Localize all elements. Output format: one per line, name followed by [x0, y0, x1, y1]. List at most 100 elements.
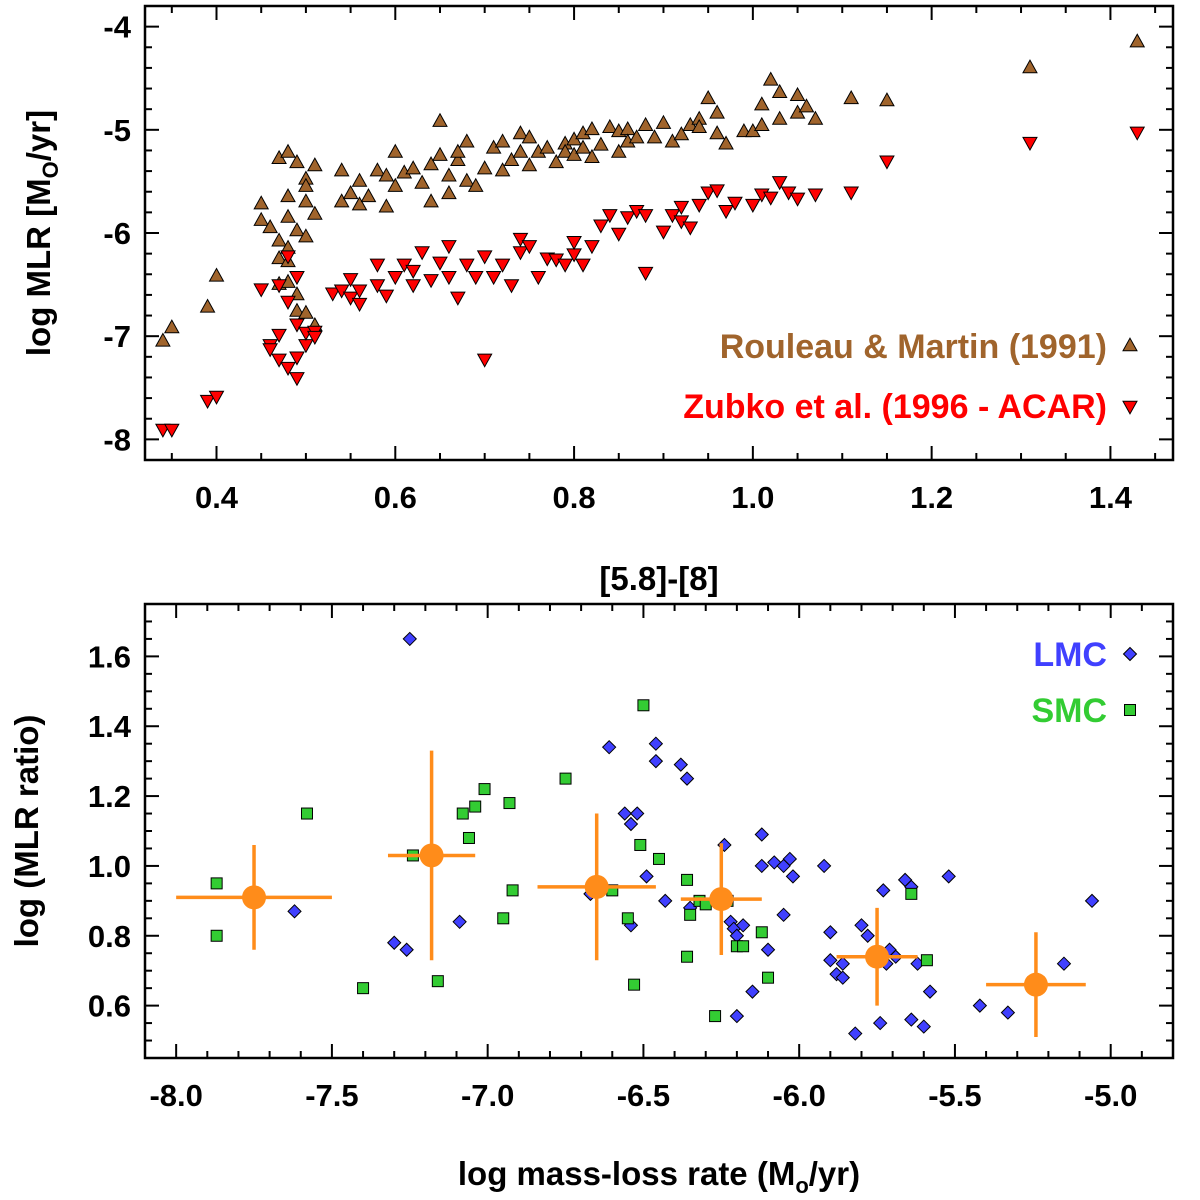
data-point: [559, 772, 572, 785]
data-point: [648, 753, 664, 769]
data-point: [306, 330, 323, 346]
data-point: [557, 143, 573, 158]
data-point: [637, 266, 654, 282]
data-point: [718, 135, 734, 150]
data-point: [637, 209, 654, 224]
data-point: [280, 295, 296, 310]
data-point: [342, 184, 359, 200]
x-tick-label: 1.2: [910, 480, 953, 515]
data-point: [737, 940, 750, 953]
data-point: [378, 198, 395, 213]
data-point: [754, 858, 770, 874]
data-point: [289, 222, 305, 237]
data-point: [601, 739, 617, 755]
data-point: [767, 855, 782, 870]
data-point: [782, 851, 798, 867]
data-point: [431, 975, 444, 988]
y-tick-label: -4: [103, 10, 131, 45]
data-point: [506, 884, 519, 897]
data-point: [423, 156, 439, 171]
data-point: [271, 328, 287, 343]
data-point: [700, 186, 717, 201]
data-point: [280, 208, 296, 223]
data-point: [387, 935, 402, 950]
data-point: [210, 877, 223, 890]
data-point: [199, 298, 216, 313]
data-point: [776, 907, 791, 923]
data-point: [306, 205, 323, 220]
data-point: [681, 873, 694, 886]
data-point: [163, 319, 180, 334]
data-point: [387, 143, 404, 158]
data-point: [280, 361, 296, 376]
data-point: [432, 256, 448, 271]
x-tick-label: -5.5: [928, 1078, 981, 1113]
data-point: [458, 258, 475, 273]
data-point: [1000, 1005, 1016, 1020]
data-point: [798, 98, 815, 113]
data-point: [357, 982, 370, 995]
y-axis-title-main: log MLR [M: [20, 178, 57, 356]
data-point: [829, 966, 844, 982]
mean-point: [1023, 972, 1048, 997]
data-point: [753, 96, 770, 111]
data-point: [521, 157, 538, 172]
x-axis-title: log mass-loss rate (Mo/yr): [458, 1155, 860, 1198]
data-point: [727, 196, 743, 211]
data-point: [745, 198, 761, 213]
data-point: [637, 699, 650, 712]
data-point: [298, 177, 314, 192]
data-point: [530, 271, 547, 286]
data-point: [494, 162, 511, 177]
data-point: [539, 139, 556, 154]
data-point: [289, 351, 305, 366]
data-point: [423, 274, 439, 289]
data-point: [762, 71, 779, 86]
x-tick-label: 0.4: [195, 480, 239, 515]
legend-label: Rouleau & Martin (1991): [720, 328, 1107, 366]
data-point: [441, 240, 457, 255]
y-tick-label: 1.4: [88, 709, 132, 744]
data-point: [610, 227, 627, 242]
x-tick-label: -6.5: [617, 1078, 670, 1113]
data-point: [575, 258, 591, 273]
data-point: [823, 925, 838, 940]
data-point: [387, 271, 404, 286]
x-axis-title-subscript: o: [795, 1173, 808, 1198]
data-point: [860, 928, 875, 943]
data-point: [628, 129, 645, 144]
data-point: [333, 193, 350, 208]
mean-point: [242, 885, 267, 910]
data-point: [584, 148, 600, 163]
data-point: [557, 258, 573, 273]
data-point: [762, 971, 775, 984]
data-point: [843, 90, 860, 105]
data-point: [512, 143, 529, 158]
data-point: [476, 353, 493, 368]
data-point: [646, 129, 663, 144]
data-point: [512, 232, 529, 248]
data-point: [916, 1019, 931, 1034]
y-tick-label: -5: [103, 113, 131, 148]
data-point: [423, 193, 439, 208]
data-point: [548, 153, 565, 169]
series-rouleau-martin-1991-: [155, 33, 1146, 347]
x-tick-label: 1.0: [731, 480, 774, 515]
data-point: [289, 372, 305, 387]
data-point: [300, 807, 313, 820]
y-tick-label: 0.8: [88, 919, 131, 954]
data-point: [823, 953, 838, 968]
data-point: [262, 343, 278, 358]
data-point: [619, 120, 636, 136]
y-tick-label: -8: [103, 422, 131, 457]
data-point: [729, 1008, 745, 1024]
data-point: [601, 118, 618, 134]
data-point: [271, 353, 287, 368]
data-point: [637, 116, 654, 131]
data-point: [1084, 893, 1100, 909]
data-point: [584, 120, 600, 136]
data-point: [476, 250, 493, 265]
data-point: [210, 929, 223, 942]
data-point: [648, 736, 664, 751]
